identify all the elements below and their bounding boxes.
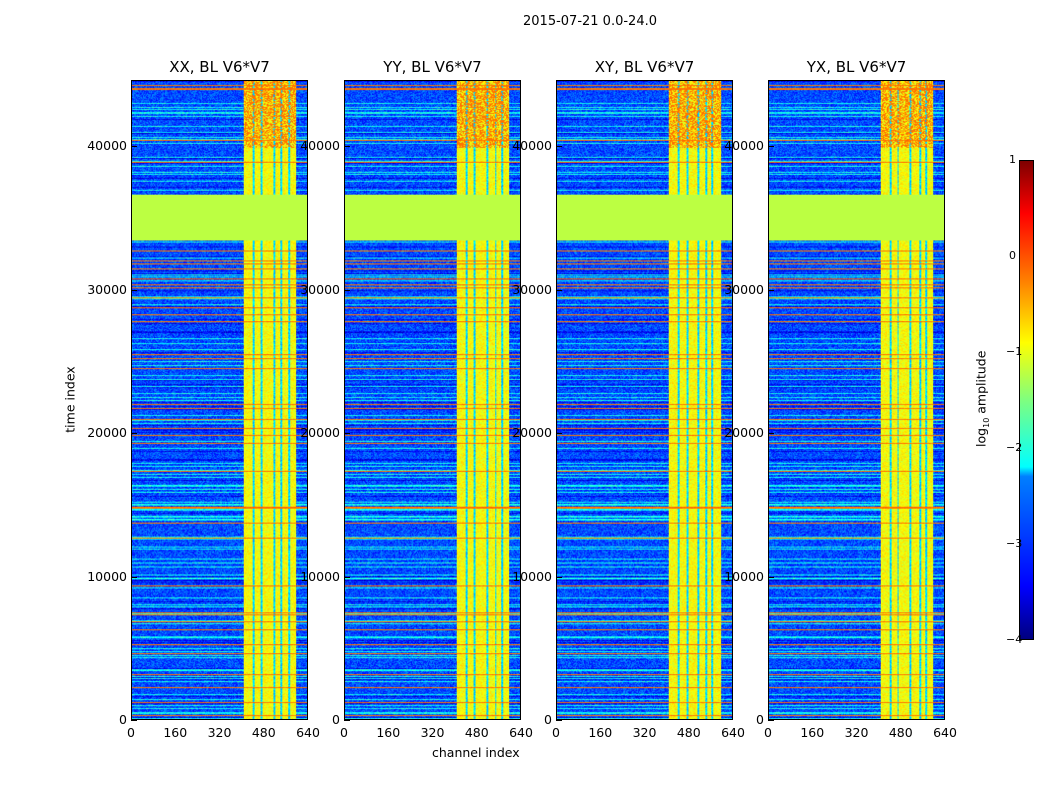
heatmap-panel-3: YX, BL V6*V7 0 10000 20000 30000 40000 0 160 320… xyxy=(724,58,957,740)
y-tick-label: 0 xyxy=(119,712,127,727)
y-tick-mark xyxy=(768,576,774,578)
colorbar-label-log: log xyxy=(973,427,989,447)
x-tick-label: 160 xyxy=(800,725,825,740)
y-tick-label: 0 xyxy=(544,712,552,727)
y-tick-mark xyxy=(131,720,137,721)
heatmap-image xyxy=(131,80,308,720)
x-tick-label: 320 xyxy=(632,725,657,740)
panel-title: XY, BL V6*V7 xyxy=(594,58,695,76)
y-tick-mark xyxy=(131,146,137,147)
colorbar-label-text: amplitude xyxy=(973,350,989,418)
x-axis-label: channel index xyxy=(432,745,520,760)
figure-title: 2015-07-21 0.0-24.0 xyxy=(523,14,657,29)
y-tick-mark xyxy=(344,146,350,147)
y-tick-label: 0 xyxy=(756,712,764,727)
y-tick-mark xyxy=(768,720,774,721)
colorbar-tick-label: 0 xyxy=(1009,249,1016,262)
y-tick-label: 40000 xyxy=(300,138,340,153)
y-tick-label: 10000 xyxy=(512,568,552,584)
heatmap-panel-2: XY, BL V6*V7 0 10000 20000 30000 40000 0 160 320… xyxy=(512,58,745,740)
x-tick-label: 480 xyxy=(251,725,276,740)
x-tick-label: 480 xyxy=(464,725,489,740)
y-tick-label: 20000 xyxy=(724,425,764,440)
y-tick-label: 10000 xyxy=(724,568,764,584)
x-tick-label: 0 xyxy=(340,725,348,740)
x-tick-label: 480 xyxy=(888,725,913,740)
x-tick-label: 0 xyxy=(127,725,135,740)
x-tick-label: 320 xyxy=(420,725,445,740)
heatmap-panel-1: YY, BL V6*V7 0 10000 20000 30000 40000 0 160 320… xyxy=(300,58,533,740)
y-tick-label: 10000 xyxy=(87,568,127,584)
y-tick-mark xyxy=(768,289,774,291)
y-tick-mark xyxy=(556,146,562,147)
x-tick-label: 0 xyxy=(552,725,560,740)
y-tick-mark xyxy=(131,433,137,434)
y-tick-mark xyxy=(344,720,350,721)
x-tick-label: 160 xyxy=(376,725,401,740)
y-tick-mark xyxy=(131,576,137,578)
y-tick-label: 20000 xyxy=(87,425,127,440)
y-tick-label: 30000 xyxy=(300,281,340,297)
y-axis-label: time index xyxy=(62,366,78,433)
x-tick-label: 0 xyxy=(764,725,772,740)
y-tick-label: 40000 xyxy=(512,138,552,153)
colorbar-label: log10 amplitude xyxy=(973,339,991,459)
y-tick-mark xyxy=(768,433,774,434)
colorbar-tick-label: 1 xyxy=(1009,153,1016,166)
y-tick-mark xyxy=(344,576,350,578)
y-tick-label: 30000 xyxy=(87,281,127,297)
x-tick-label: 640 xyxy=(296,725,320,740)
panel-title: YX, BL V6*V7 xyxy=(806,58,907,76)
colorbar-tick-label: −4 xyxy=(1006,633,1023,646)
heatmap-image xyxy=(768,80,945,720)
x-tick-label: 480 xyxy=(676,725,701,740)
y-tick-label: 10000 xyxy=(300,568,340,584)
y-tick-mark xyxy=(556,576,562,578)
x-tick-label: 640 xyxy=(933,725,957,740)
colorbar-tick-label: −2 xyxy=(1006,441,1023,454)
heatmap-panel-0: XX, BL V6*V7 0 10000 20000 30000 40000 0 160 320… xyxy=(87,58,320,740)
colorbar-label-sub: 10 xyxy=(981,417,991,428)
colorbar-tick-label: −3 xyxy=(1006,537,1023,550)
x-tick-label: 160 xyxy=(588,725,613,740)
y-tick-label: 20000 xyxy=(300,425,340,440)
x-tick-label: 320 xyxy=(207,725,232,740)
y-tick-mark xyxy=(344,289,350,291)
y-tick-label: 40000 xyxy=(724,138,764,153)
x-tick-label: 160 xyxy=(163,725,188,740)
y-tick-mark xyxy=(344,433,350,434)
y-tick-label: 40000 xyxy=(87,138,127,153)
y-tick-label: 30000 xyxy=(512,281,552,297)
panel-title: XX, BL V6*V7 xyxy=(169,58,270,76)
y-tick-mark xyxy=(768,146,774,147)
panel-title: YY, BL V6*V7 xyxy=(383,58,482,76)
colorbar-tick-label: −1 xyxy=(1006,345,1023,358)
heatmap-image xyxy=(344,80,521,720)
x-tick-label: 640 xyxy=(721,725,745,740)
x-tick-label: 320 xyxy=(844,725,869,740)
x-tick-label: 640 xyxy=(509,725,533,740)
heatmap-image xyxy=(556,80,733,720)
y-tick-mark xyxy=(556,720,562,721)
y-tick-mark xyxy=(131,289,137,291)
y-tick-label: 20000 xyxy=(512,425,552,440)
y-tick-label: 30000 xyxy=(724,281,764,297)
y-tick-label: 0 xyxy=(332,712,340,727)
y-tick-mark xyxy=(556,289,562,291)
y-tick-mark xyxy=(556,433,562,434)
colorbar xyxy=(1019,160,1034,640)
